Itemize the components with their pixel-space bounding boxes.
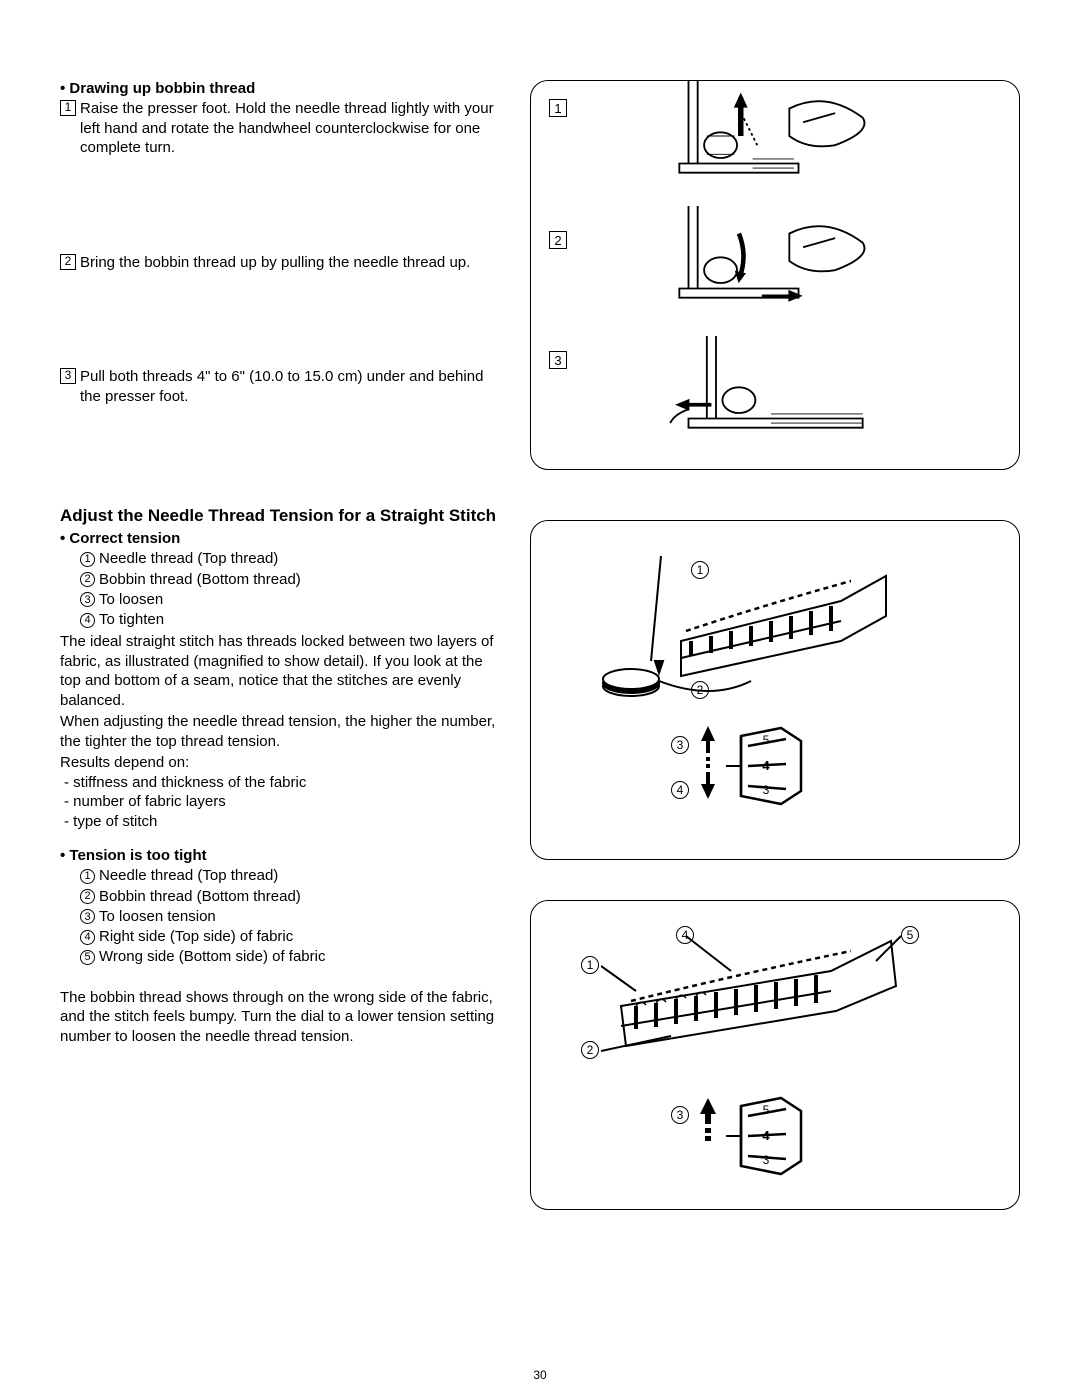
circle-num: 1 (80, 869, 95, 884)
illustration-tension-correct (591, 541, 911, 711)
subheading-tight: Tension is too tight (60, 847, 500, 864)
legend-line: 3 To loosen tension (60, 907, 500, 927)
page-number: 30 (0, 1368, 1080, 1382)
dash-line: - stiffness and thickness of the fabric (60, 773, 500, 793)
circle-num: 2 (80, 889, 95, 904)
legend-line: 5 Wrong side (Bottom side) of fabric (60, 947, 500, 967)
legend-line: 1 Needle thread (Top thread) (60, 866, 500, 886)
fig-circle-num: 3 (671, 1106, 689, 1124)
circle-num: 5 (80, 950, 95, 965)
legend-text: To loosen (99, 591, 163, 608)
legend-text: Needle thread (Top thread) (99, 550, 278, 567)
legend-text: Needle thread (Top thread) (99, 867, 278, 884)
svg-text:5: 5 (763, 1103, 770, 1117)
figure-tension-tight: 4 5 1 2 3 (530, 900, 1020, 1210)
illustration-arrow-up (693, 1096, 723, 1141)
legend-line: 3 To loosen (60, 590, 500, 610)
legend-line: 4 Right side (Top side) of fabric (60, 927, 500, 947)
legend-line: 2 Bobbin thread (Bottom thread) (60, 570, 500, 590)
fig-circle-num: 4 (671, 781, 689, 799)
para: The ideal straight stitch has threads lo… (60, 632, 500, 710)
figure-bobbin-steps: 1 2 3 (530, 80, 1020, 470)
para: Results depend on: (60, 753, 500, 773)
step-text: Raise the presser foot. Hold the needle … (80, 99, 500, 158)
illustration-arrows (693, 721, 723, 801)
subheading-correct: Correct tension (60, 530, 500, 547)
legend-text: Bobbin thread (Bottom thread) (99, 888, 301, 905)
illustration-sewing-2 (641, 206, 901, 316)
svg-text:3: 3 (763, 1153, 770, 1167)
circle-num: 1 (80, 552, 95, 567)
step-row: 3 Pull both threads 4" to 6" (10.0 to 15… (60, 367, 500, 406)
step-row: 2 Bring the bobbin thread up by pulling … (60, 253, 500, 273)
right-figure-column: 1 2 3 (530, 80, 1020, 1340)
step-row: 1 Raise the presser foot. Hold the needl… (60, 99, 500, 158)
illustration-sewing-3 (641, 336, 901, 446)
legend-text: To tighten (99, 611, 164, 628)
step-text: Pull both threads 4" to 6" (10.0 to 15.0… (80, 367, 500, 406)
legend-text: Wrong side (Bottom side) of fabric (99, 948, 325, 965)
legend-text: Right side (Top side) of fabric (99, 928, 293, 945)
figure-correct-tension: 1 2 3 4 (530, 520, 1020, 860)
svg-text:5: 5 (763, 733, 770, 747)
illustration-tension-dial: 5 4 3 (726, 726, 796, 796)
circle-num: 3 (80, 909, 95, 924)
svg-text:4: 4 (762, 1128, 770, 1143)
fig-step-num: 1 (549, 99, 567, 117)
illustration-sewing-1 (641, 81, 901, 191)
circle-num: 4 (80, 930, 95, 945)
circle-num: 4 (80, 613, 95, 628)
legend-line: 1 Needle thread (Top thread) (60, 549, 500, 569)
dash-line: - type of stitch (60, 812, 500, 832)
legend-text: Bobbin thread (Bottom thread) (99, 571, 301, 588)
fig-circle-num: 1 (581, 956, 599, 974)
step-num-box: 3 (60, 368, 76, 384)
left-text-column: Drawing up bobbin thread 1 Raise the pre… (60, 80, 500, 1340)
circle-num: 3 (80, 592, 95, 607)
step-num-box: 1 (60, 100, 76, 116)
section-title-tension: Adjust the Needle Thread Tension for a S… (60, 506, 500, 526)
step-text: Bring the bobbin thread up by pulling th… (80, 253, 500, 273)
dash-line: - number of fabric layers (60, 792, 500, 812)
illustration-tension-dial: 5 4 3 (726, 1096, 796, 1166)
svg-text:4: 4 (762, 758, 770, 773)
svg-text:3: 3 (763, 783, 770, 797)
illustration-tension-tight (601, 931, 921, 1071)
legend-text: To loosen tension (99, 908, 216, 925)
step-num-box: 2 (60, 254, 76, 270)
para: The bobbin thread shows through on the w… (60, 988, 500, 1047)
fig-step-num: 2 (549, 231, 567, 249)
legend-line: 2 Bobbin thread (Bottom thread) (60, 887, 500, 907)
circle-num: 2 (80, 572, 95, 587)
legend-line: 4 To tighten (60, 610, 500, 630)
para: When adjusting the needle thread tension… (60, 712, 500, 751)
fig-circle-num: 3 (671, 736, 689, 754)
heading-bobbin: Drawing up bobbin thread (60, 80, 500, 97)
fig-step-num: 3 (549, 351, 567, 369)
fig-circle-num: 2 (581, 1041, 599, 1059)
